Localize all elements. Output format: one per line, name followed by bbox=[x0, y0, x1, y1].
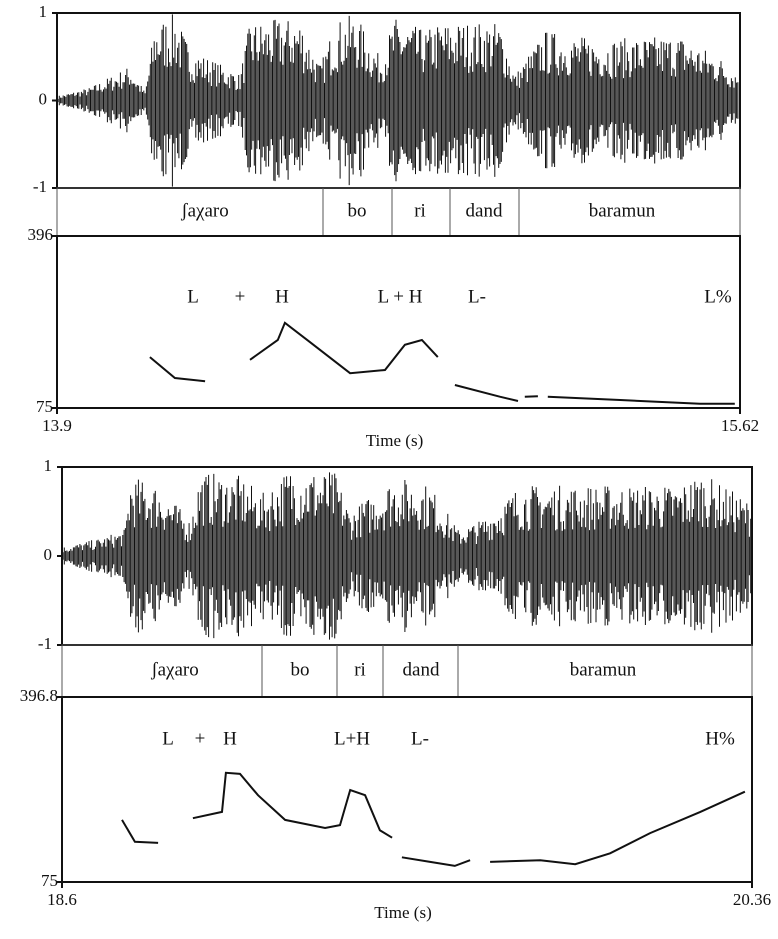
tier-label: bo bbox=[348, 200, 367, 221]
x-tick-label: 20.36 bbox=[733, 890, 771, 909]
pitch-tick-label: 75 bbox=[36, 397, 53, 416]
tone-annotation: L + H bbox=[378, 286, 423, 307]
pitch-contour bbox=[547, 395, 735, 405]
tier-label: baramun bbox=[570, 659, 637, 680]
tone-annotation: H bbox=[223, 728, 237, 749]
pitch-contour bbox=[454, 384, 519, 402]
tone-annotation: H bbox=[275, 286, 289, 307]
pitch-contour bbox=[490, 790, 746, 866]
tone-annotation: L% bbox=[704, 286, 732, 307]
pitch-frame bbox=[61, 696, 753, 883]
x-axis-label: Time (s) bbox=[374, 903, 431, 922]
tone-annotation: L- bbox=[411, 728, 429, 749]
waveform bbox=[62, 472, 752, 640]
tone-annotation: L bbox=[162, 728, 174, 749]
pitch-tick-label: 396 bbox=[28, 225, 54, 244]
x-tick-label: 18.6 bbox=[47, 890, 77, 909]
pitch-contour bbox=[192, 771, 393, 839]
tone-annotation: H% bbox=[705, 728, 735, 749]
x-axis-label: Time (s) bbox=[366, 431, 423, 450]
tone-annotation: L+H bbox=[334, 728, 370, 749]
pitch-tick-label: 396.8 bbox=[20, 686, 58, 705]
tone-annotation: + bbox=[235, 286, 246, 307]
wave-tick-label: 1 bbox=[44, 456, 53, 475]
tier-label: ʃaχaro bbox=[180, 200, 228, 221]
pitch-contour bbox=[149, 356, 206, 383]
pitch-contour bbox=[524, 395, 538, 398]
waveform bbox=[57, 14, 739, 187]
x-tick-label: 13.9 bbox=[42, 416, 72, 435]
tier-label: baramun bbox=[589, 200, 656, 221]
tone-annotation: + bbox=[195, 728, 206, 749]
tone-annotation: L bbox=[187, 286, 199, 307]
pitch-contour bbox=[249, 321, 439, 375]
wave-tick-label: -1 bbox=[33, 177, 47, 196]
tone-annotation: L- bbox=[468, 286, 486, 307]
tier-label: ri bbox=[354, 659, 366, 680]
pitch-contour bbox=[121, 819, 159, 844]
x-tick-label: 15.62 bbox=[721, 416, 759, 435]
tier-label: ʃaχaro bbox=[150, 659, 198, 680]
pitch-contour bbox=[401, 856, 471, 867]
tier-label: ri bbox=[414, 200, 426, 221]
wave-tick-label: -1 bbox=[38, 634, 52, 653]
tier-label: dand bbox=[403, 659, 440, 680]
tier-label: bo bbox=[291, 659, 310, 680]
wave-tick-label: 0 bbox=[39, 89, 48, 108]
pitch-frame bbox=[56, 235, 741, 409]
wave-tick-label: 0 bbox=[44, 545, 53, 564]
wave-tick-label: 1 bbox=[39, 2, 48, 21]
tier-label: dand bbox=[466, 200, 503, 221]
pitch-tick-label: 75 bbox=[41, 871, 58, 890]
